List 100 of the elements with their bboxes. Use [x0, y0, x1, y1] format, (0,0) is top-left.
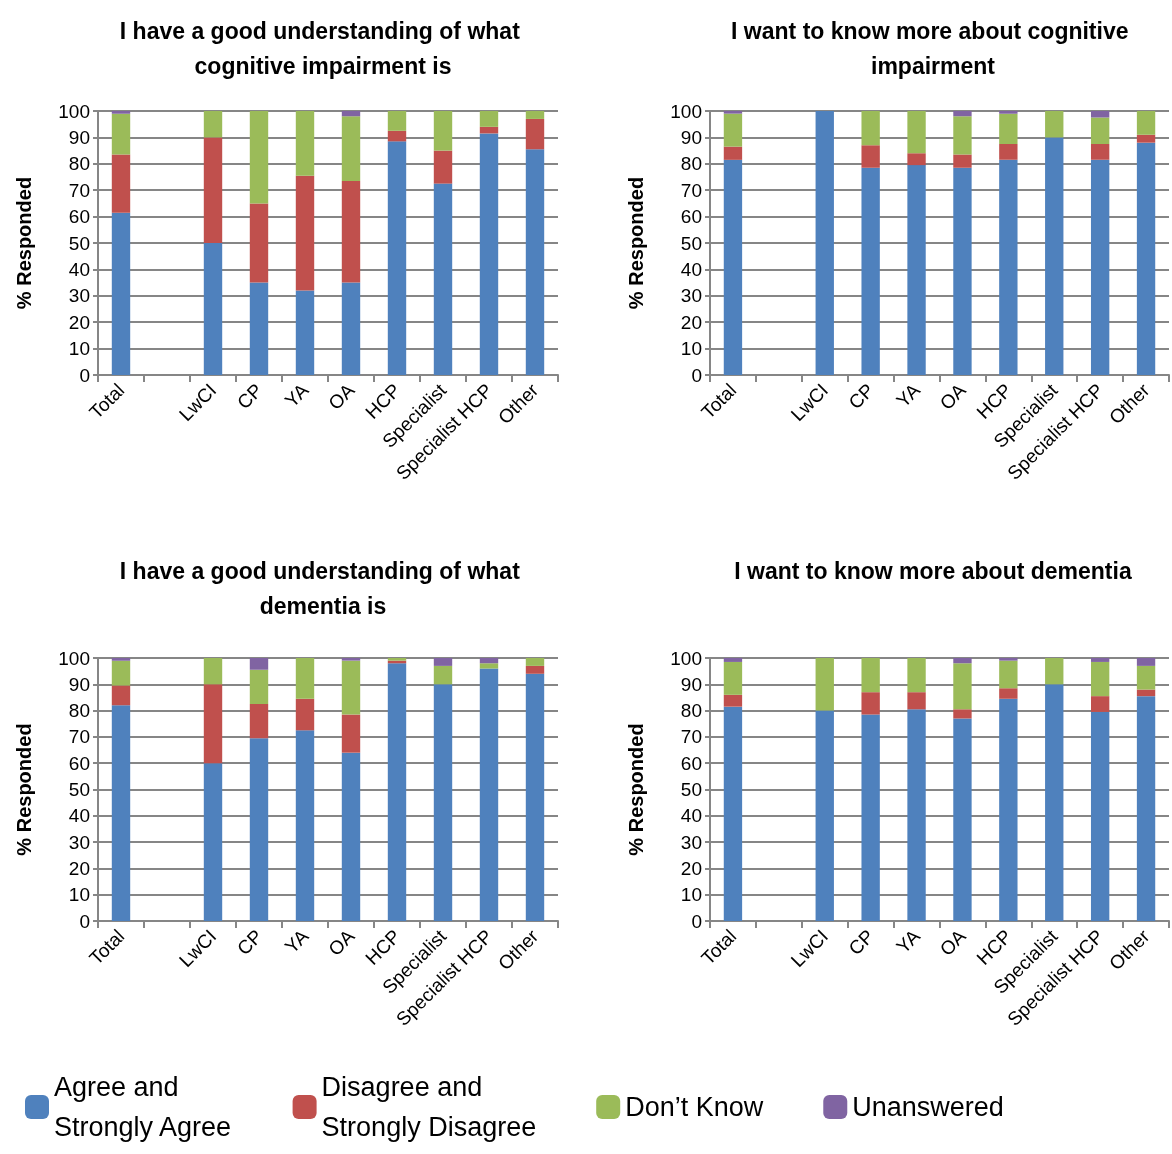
- y-tick-label: 90: [68, 673, 90, 695]
- x-tick-label: OA: [324, 925, 359, 960]
- bar: [815, 710, 834, 921]
- bar: [341, 282, 361, 375]
- bar: [999, 111, 1018, 114]
- bar: [433, 150, 453, 184]
- bar: [1090, 159, 1110, 375]
- bar: [249, 111, 269, 204]
- bar: [999, 159, 1018, 375]
- bar: [1136, 658, 1156, 666]
- y-tick-label: 60: [680, 752, 702, 774]
- bar: [723, 146, 743, 160]
- bar: [723, 661, 743, 695]
- chart-title: I have a good understanding of what cognitive impairment is: [119, 17, 527, 79]
- bar: [953, 658, 972, 664]
- bar: [907, 658, 926, 693]
- y-tick-label: 60: [680, 206, 702, 228]
- x-tick-label: YA: [280, 379, 313, 412]
- bar: [479, 668, 499, 921]
- bar: [341, 111, 361, 117]
- x-tick-label: CP: [844, 925, 879, 960]
- bar: [953, 116, 972, 155]
- bar: [341, 660, 361, 715]
- bar: [433, 183, 453, 375]
- bar: [1090, 661, 1110, 697]
- y-tick-label: 90: [68, 126, 90, 148]
- bar: [1045, 137, 1064, 375]
- legend-label: Unanswered: [852, 1092, 1004, 1122]
- bar: [295, 111, 315, 176]
- x-tick-label: CP: [844, 379, 879, 414]
- x-tick-label: OA: [935, 925, 971, 960]
- bar: [723, 111, 743, 114]
- bar: [479, 663, 499, 669]
- bar: [861, 111, 880, 146]
- bar: [341, 116, 361, 181]
- bar: [525, 118, 545, 150]
- y-tick-label: 90: [680, 673, 702, 695]
- y-tick-label: 20: [680, 857, 702, 879]
- x-tick-label: YA: [280, 925, 313, 958]
- bar: [341, 752, 361, 921]
- bar: [249, 704, 269, 739]
- bar: [1136, 111, 1156, 135]
- y-axis-title: % Responded: [625, 723, 647, 856]
- bar: [295, 175, 315, 291]
- bar: [1090, 111, 1110, 118]
- y-tick-label: 10: [680, 338, 702, 360]
- bar: [953, 709, 972, 719]
- bar: [525, 673, 545, 921]
- bar: [295, 658, 315, 699]
- bar: [387, 141, 407, 375]
- bar: [1136, 134, 1156, 143]
- y-tick-label: 10: [680, 884, 702, 906]
- y-tick-label: 80: [68, 700, 90, 722]
- bar: [387, 130, 407, 142]
- bar: [953, 111, 972, 117]
- y-tick-label: 100: [670, 647, 702, 669]
- bar: [861, 167, 880, 375]
- bar: [907, 111, 926, 154]
- y-tick-label: 50: [68, 232, 90, 254]
- chart-title: I want to know more about cognitive impairment: [731, 17, 1135, 79]
- bar: [999, 660, 1018, 689]
- bar: [907, 153, 926, 166]
- y-tick-label: 30: [68, 831, 90, 853]
- bar: [249, 658, 269, 670]
- bar: [1045, 658, 1064, 685]
- bar: [249, 738, 269, 921]
- bar: [999, 144, 1018, 160]
- bar: [433, 111, 453, 151]
- y-tick-label: 70: [680, 179, 702, 201]
- bar: [525, 111, 545, 119]
- y-tick-label: 20: [680, 311, 702, 333]
- bar: [953, 663, 972, 710]
- bar: [723, 159, 743, 375]
- bar: [203, 684, 223, 764]
- bar: [861, 658, 880, 693]
- bar: [1045, 684, 1064, 921]
- y-axis-title: % Responded: [13, 723, 35, 856]
- bar: [907, 709, 926, 921]
- y-tick-label: 40: [68, 805, 90, 827]
- y-tick-label: 90: [680, 126, 702, 148]
- bar: [815, 658, 834, 711]
- y-tick-label: 0: [691, 910, 702, 932]
- y-tick-label: 60: [68, 752, 90, 774]
- bar: [1090, 711, 1110, 921]
- y-tick-label: 60: [68, 206, 90, 228]
- legend-label: Don’t Know: [625, 1092, 764, 1122]
- y-tick-label: 70: [68, 179, 90, 201]
- y-tick-label: 70: [680, 726, 702, 748]
- bar: [999, 113, 1018, 144]
- x-tick-label: YA: [892, 925, 925, 958]
- bar: [907, 165, 926, 375]
- bar: [999, 698, 1018, 921]
- y-tick-label: 70: [68, 726, 90, 748]
- bar: [1136, 142, 1156, 375]
- bar: [1136, 696, 1156, 921]
- bar: [111, 111, 131, 114]
- y-tick-label: 80: [68, 153, 90, 175]
- bar: [249, 669, 269, 705]
- bar: [295, 730, 315, 921]
- y-tick-label: 30: [68, 285, 90, 307]
